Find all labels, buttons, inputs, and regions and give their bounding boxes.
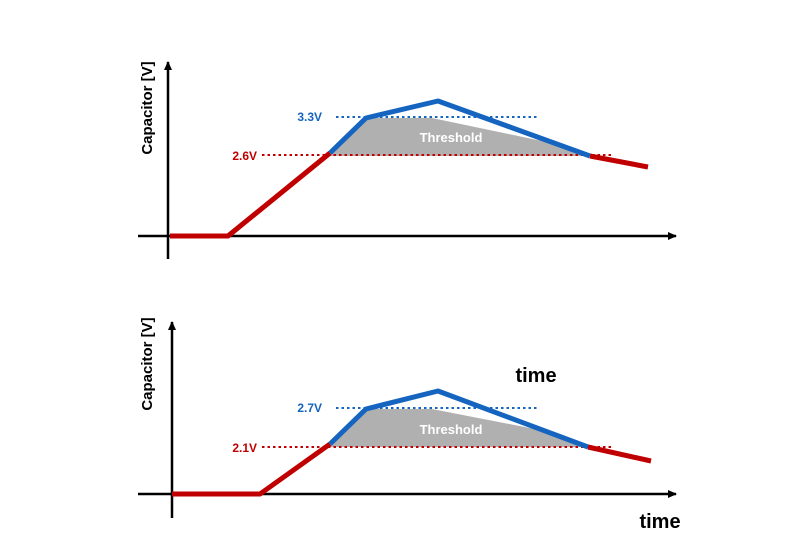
top-charge-curve xyxy=(170,151,332,239)
top-panel: Threshold 3.3V 2.6V Capacitor [V] xyxy=(138,61,677,259)
top-tail-curve xyxy=(589,153,649,170)
bottom-above-threshold-curve xyxy=(328,388,589,450)
top-above-threshold-curve xyxy=(328,98,591,159)
floating-time-label: time xyxy=(515,365,556,387)
top-threshold-label: Threshold xyxy=(420,130,483,145)
bottom-tail-curve xyxy=(587,444,652,464)
top-high-label: 3.3V xyxy=(297,110,322,124)
top-low-label: 2.6V xyxy=(232,149,257,163)
bottom-high-label: 2.7V xyxy=(297,401,322,415)
bottom-y-axis-label: Capacitor [V] xyxy=(139,317,156,410)
top-threshold-region xyxy=(330,118,586,156)
bottom-low-label: 2.1V xyxy=(232,441,257,455)
top-y-axis-label: Capacitor [V] xyxy=(139,61,156,154)
bottom-threshold-region xyxy=(330,409,586,447)
bottom-charge-curve xyxy=(172,441,332,497)
bottom-panel: Threshold 2.7V 2.1V Capacitor [V] time t… xyxy=(138,317,681,533)
bottom-threshold-label: Threshold xyxy=(420,422,483,437)
bottom-x-axis-label: time xyxy=(639,511,680,533)
